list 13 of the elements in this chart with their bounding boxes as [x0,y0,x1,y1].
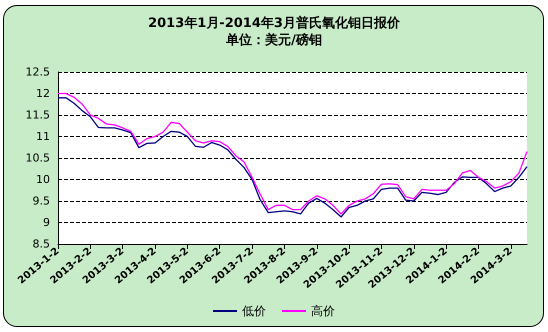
legend-label: 低价 [242,304,266,318]
y-tick-label: 8.5 [32,238,50,250]
y-tick-label: 10 [36,173,50,186]
y-tick-label: 12 [36,87,50,100]
chart-title: 2013年1月-2014年3月普氏氧化钼日报价 [148,15,401,31]
y-tick-label: 9.5 [32,194,50,208]
y-tick-label: 12.5 [26,66,50,78]
y-tick-label: 9 [43,216,50,229]
chart-subtitle: 单位：美元/磅钼 [225,32,322,48]
y-tick-label: 10.5 [26,152,50,164]
legend-label: 高价 [311,304,335,318]
y-tick-label: 11 [36,130,50,143]
y-tick-label: 11.5 [26,108,50,122]
